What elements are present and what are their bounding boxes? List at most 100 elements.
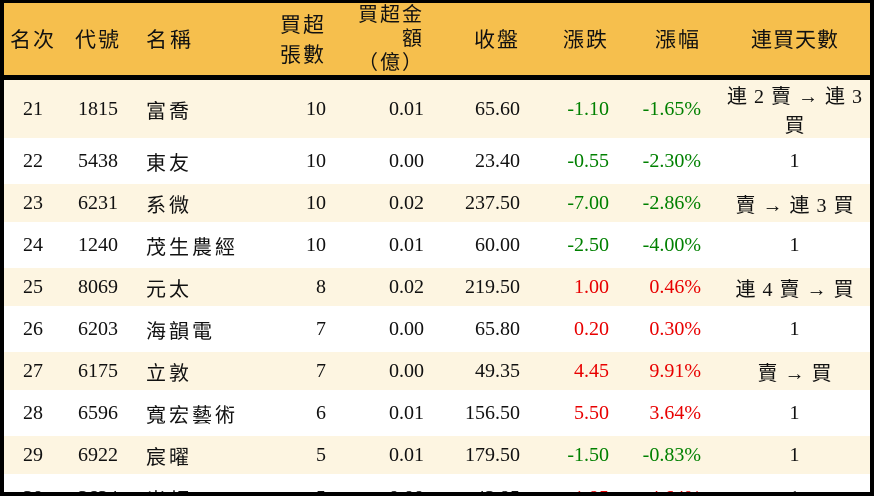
cell-close: 60.00 — [442, 222, 538, 266]
cell-rank: 26 — [4, 306, 62, 350]
cell-name: 立敦 — [134, 348, 262, 392]
cell-change: -1.50 — [538, 432, 628, 476]
table-row: 26 6203 海韻電 7 0.00 65.80 0.20 0.30% 1 — [4, 306, 870, 350]
table-row: 21 1815 富喬 10 0.01 65.60 -1.10 -1.65% 連 … — [4, 77, 870, 140]
cell-streak: 1 — [720, 432, 870, 476]
cell-rank: 21 — [4, 77, 62, 140]
cell-close: 156.50 — [442, 390, 538, 434]
col-header-change: 漲跌 — [538, 3, 628, 80]
cell-name: 海韻電 — [134, 306, 262, 350]
cell-change: 1.95 — [538, 474, 628, 492]
cell-name: 茂生農經 — [134, 222, 262, 266]
cell-change: 1.00 — [538, 264, 628, 308]
cell-name: 系微 — [134, 180, 262, 224]
cell-volume: 5 — [262, 432, 342, 476]
cell-amount: 0.01 — [342, 222, 442, 266]
col-header-pct: 漲幅 — [628, 3, 720, 80]
cell-amount: 0.01 — [342, 432, 442, 476]
col-header-amount-line1: 買超金額 — [358, 4, 424, 50]
col-header-name: 名稱 — [134, 3, 262, 80]
cell-name: 元太 — [134, 264, 262, 308]
cell-close: 179.50 — [442, 432, 538, 476]
table-row: 25 8069 元太 8 0.02 219.50 1.00 0.46% 連 4 … — [4, 264, 870, 308]
cell-code: 3624 — [62, 474, 134, 492]
cell-close: 65.60 — [442, 77, 538, 140]
col-header-streak: 連買天數 — [720, 3, 870, 80]
table-row: 27 6175 立敦 7 0.00 49.35 4.45 9.91% 賣 → 買 — [4, 348, 870, 392]
cell-streak: 賣 → 連 3 買 — [720, 180, 870, 224]
col-header-close: 收盤 — [442, 3, 538, 80]
cell-pct: 9.91% — [628, 348, 720, 392]
cell-change: 4.45 — [538, 348, 628, 392]
cell-streak: 連 4 賣 → 買 — [720, 264, 870, 308]
cell-close: 237.50 — [442, 180, 538, 224]
cell-volume: 6 — [262, 390, 342, 434]
cell-amount: 0.00 — [342, 138, 442, 182]
cell-pct: -2.30% — [628, 138, 720, 182]
cell-change: -1.10 — [538, 77, 628, 140]
cell-code: 6175 — [62, 348, 134, 392]
cell-pct: 0.30% — [628, 306, 720, 350]
table-row: 22 5438 東友 10 0.00 23.40 -0.55 -2.30% 1 — [4, 138, 870, 182]
col-header-rank: 名次 — [4, 3, 62, 80]
cell-name: 富喬 — [134, 77, 262, 140]
cell-volume: 10 — [262, 222, 342, 266]
cell-code: 1815 — [62, 77, 134, 140]
cell-streak: 1 — [720, 138, 870, 182]
cell-pct: 0.46% — [628, 264, 720, 308]
cell-streak: 1 — [720, 474, 870, 492]
cell-change: -0.55 — [538, 138, 628, 182]
table-body: 21 1815 富喬 10 0.01 65.60 -1.10 -1.65% 連 … — [4, 77, 870, 492]
cell-change: 0.20 — [538, 306, 628, 350]
cell-streak: 1 — [720, 390, 870, 434]
cell-close: 65.80 — [442, 306, 538, 350]
col-header-amount-line2: （億） — [358, 52, 424, 74]
table-row: 29 6922 宸曜 5 0.01 179.50 -1.50 -0.83% 1 — [4, 432, 870, 476]
cell-amount: 0.00 — [342, 474, 442, 492]
table-row: 30 3624 光頡 5 0.00 43.95 1.95 4.64% 1 — [4, 474, 870, 492]
cell-name: 東友 — [134, 138, 262, 182]
cell-rank: 25 — [4, 264, 62, 308]
cell-name: 寬宏藝術 — [134, 390, 262, 434]
cell-code: 5438 — [62, 138, 134, 182]
cell-rank: 22 — [4, 138, 62, 182]
cell-streak: 1 — [720, 306, 870, 350]
table-row: 24 1240 茂生農經 10 0.01 60.00 -2.50 -4.00% … — [4, 222, 870, 266]
header-row: 名次 代號 名稱 買超張數 買超金額 （億） 收盤 漲跌 漲幅 連買天數 — [4, 3, 870, 80]
cell-pct: -4.00% — [628, 222, 720, 266]
cell-amount: 0.02 — [342, 264, 442, 308]
table-row: 28 6596 寬宏藝術 6 0.01 156.50 5.50 3.64% 1 — [4, 390, 870, 434]
cell-code: 1240 — [62, 222, 134, 266]
cell-amount: 0.01 — [342, 390, 442, 434]
cell-close: 43.95 — [442, 474, 538, 492]
cell-volume: 10 — [262, 138, 342, 182]
cell-pct: 3.64% — [628, 390, 720, 434]
cell-close: 23.40 — [442, 138, 538, 182]
cell-rank: 24 — [4, 222, 62, 266]
cell-change: -7.00 — [538, 180, 628, 224]
col-header-amount: 買超金額 （億） — [342, 3, 442, 80]
cell-change: -2.50 — [538, 222, 628, 266]
cell-close: 49.35 — [442, 348, 538, 392]
cell-rank: 27 — [4, 348, 62, 392]
cell-rank: 23 — [4, 180, 62, 224]
cell-change: 5.50 — [538, 390, 628, 434]
cell-name: 光頡 — [134, 474, 262, 492]
cell-amount: 0.02 — [342, 180, 442, 224]
cell-amount: 0.00 — [342, 348, 442, 392]
cell-code: 6922 — [62, 432, 134, 476]
col-header-volume: 買超張數 — [262, 3, 342, 80]
cell-volume: 10 — [262, 77, 342, 140]
cell-rank: 28 — [4, 390, 62, 434]
table-row: 23 6231 系微 10 0.02 237.50 -7.00 -2.86% 賣… — [4, 180, 870, 224]
cell-volume: 7 — [262, 348, 342, 392]
net-buy-ranking-table: 名次 代號 名稱 買超張數 買超金額 （億） 收盤 漲跌 漲幅 連買天數 21 … — [4, 3, 870, 492]
cell-rank: 30 — [4, 474, 62, 492]
cell-streak: 1 — [720, 222, 870, 266]
cell-streak: 連 2 賣 → 連 3 買 — [720, 77, 870, 140]
cell-code: 6596 — [62, 390, 134, 434]
cell-streak: 賣 → 買 — [720, 348, 870, 392]
cell-amount: 0.01 — [342, 77, 442, 140]
cell-pct: -2.86% — [628, 180, 720, 224]
